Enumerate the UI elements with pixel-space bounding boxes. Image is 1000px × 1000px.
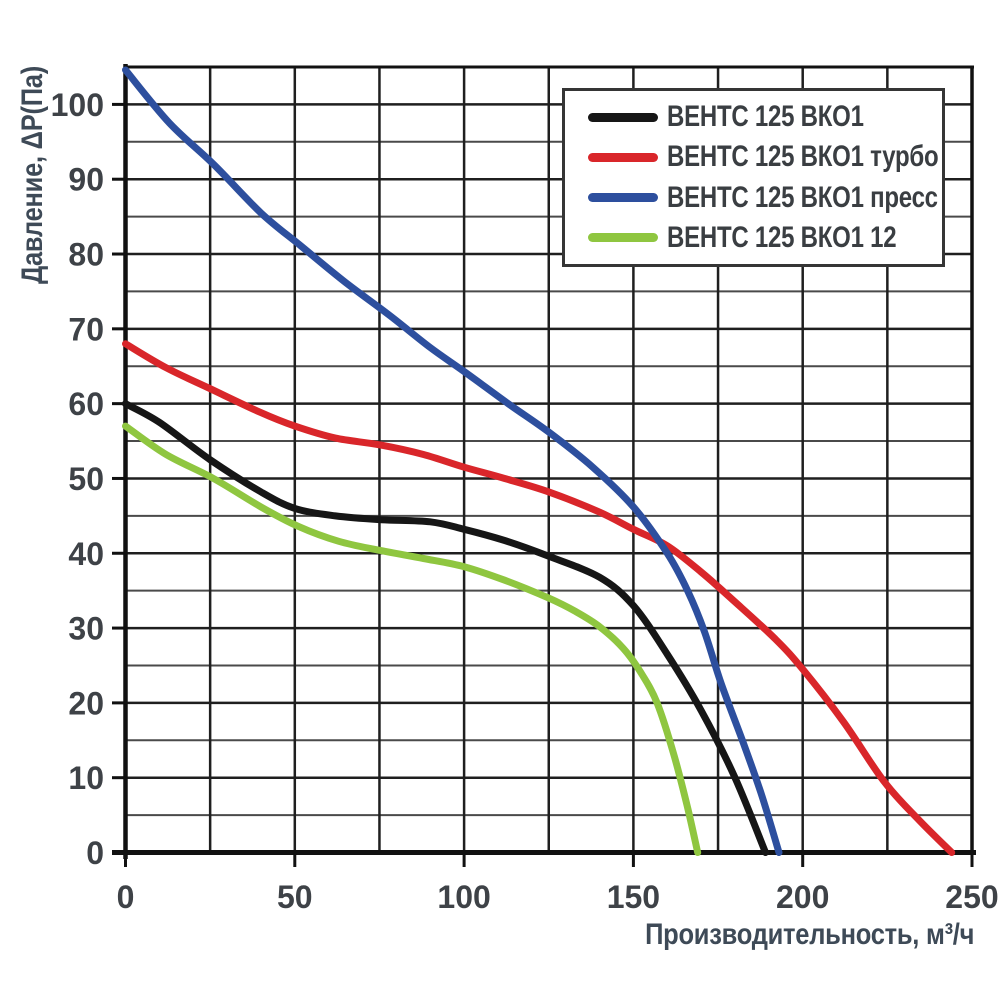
x-tick-label: 200 — [776, 879, 829, 915]
series-curve — [122, 66, 783, 856]
legend-label: ВЕНТС 125 ВКО1 турбо — [667, 140, 939, 174]
y-tick-label: 30 — [68, 611, 104, 647]
legend-swatch — [588, 152, 658, 162]
legend: ВЕНТС 125 ВКО1 ВЕНТС 125 ВКО1 турбо ВЕНТС … — [562, 88, 945, 267]
legend-label: ВЕНТС 125 ВКО1 — [667, 100, 864, 134]
legend-item: ВЕНТС 125 ВКО1 турбо — [588, 140, 942, 174]
x-tick-label: 100 — [437, 879, 490, 915]
legend-label: ВЕНТС 125 ВКО1 пресс — [667, 180, 938, 214]
legend-item: ВЕНТС 125 ВКО1 — [588, 100, 942, 134]
y-tick-label: 90 — [68, 162, 104, 198]
x-axis-title: Производительность, м³/ч — [644, 918, 974, 951]
series-curve — [122, 400, 769, 856]
y-tick-label: 50 — [68, 461, 104, 497]
series-curve — [122, 340, 956, 856]
y-tick-label: 70 — [68, 311, 104, 347]
y-tick-label: 80 — [68, 237, 104, 273]
legend-swatch — [588, 112, 658, 122]
legend-swatch — [588, 233, 658, 243]
y-tick-label: 60 — [68, 386, 104, 422]
y-tick-label: 40 — [68, 536, 104, 572]
y-axis-title: Давление, ΔP(Па) — [16, 66, 49, 284]
x-tick-label: 0 — [117, 879, 135, 915]
x-tick-label: 150 — [607, 879, 660, 915]
x-tick-label: 50 — [277, 879, 313, 915]
series-curve — [122, 422, 702, 856]
y-tick-label: 100 — [51, 87, 104, 123]
y-tick-label: 10 — [68, 760, 104, 796]
y-tick-label: 20 — [68, 685, 104, 721]
y-tick-label: 0 — [86, 835, 104, 871]
legend-item: ВЕНТС 125 ВКО1 12 — [588, 221, 942, 255]
legend-item: ВЕНТС 125 ВКО1 пресс — [588, 181, 942, 215]
x-tick-label: 250 — [945, 879, 998, 915]
legend-swatch — [588, 193, 658, 203]
legend-label: ВЕНТС 125 ВКО1 12 — [667, 220, 897, 254]
